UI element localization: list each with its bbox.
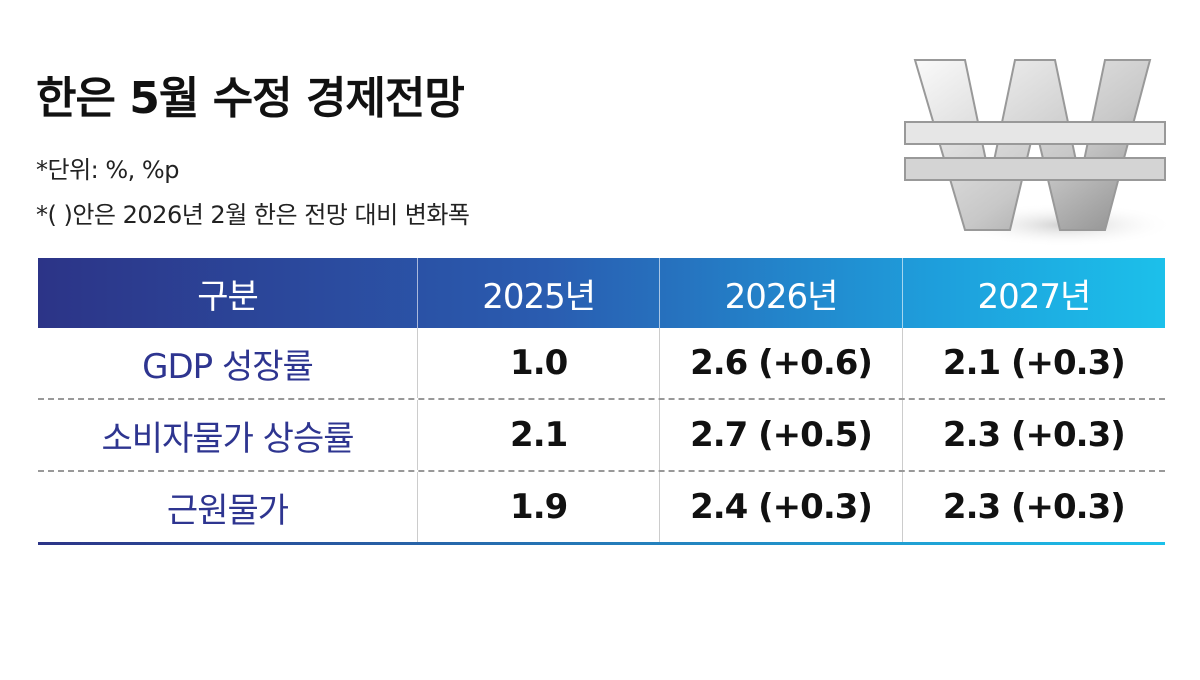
table-cell: 2.3 (+0.3): [901, 472, 1165, 542]
header-row: 구분 2025년 2026년 2027년: [38, 258, 1165, 328]
table-body: GDP 성장률 1.0 2.6 (+0.6) 2.1 (+0.3) 소비자물가 상승률 2…: [38, 328, 1165, 542]
table-cell: 2.4 (+0.3): [659, 472, 901, 542]
column-header: 2026년: [659, 258, 901, 328]
row-label: 소비자물가 상승률: [101, 418, 354, 459]
unit-note: *단위: %, %p: [36, 156, 179, 184]
table-cell: 1.9: [416, 472, 659, 542]
column-header: 2027년: [901, 258, 1165, 328]
table-cell: 2.1 (+0.3): [901, 328, 1165, 398]
title: 한은 5월 수정 경제전망: [36, 73, 465, 124]
won-icon: [904, 59, 1175, 247]
table-cell: 2.7 (+0.5): [659, 400, 901, 470]
column-header: 2025년: [416, 258, 659, 328]
table-row: GDP 성장률 1.0 2.6 (+0.6) 2.1 (+0.3): [38, 328, 1165, 400]
table: 구분 2025년 2026년 2027년 GDP 성장률 1.0 2.6 (+0.6) 2.…: [38, 258, 1165, 545]
row-label: 근원물가: [166, 490, 289, 531]
row-label: GDP 성장률: [142, 346, 314, 387]
bottom-rule: [38, 542, 1165, 545]
change-note: *( )안은 2026년 2월 한은 전망 대비 변화폭: [36, 201, 470, 229]
table-cell: 1.0: [416, 328, 659, 398]
table-row: 근원물가 1.9 2.4 (+0.3) 2.3 (+0.3): [38, 472, 1165, 542]
table-cell: 2.1: [416, 400, 659, 470]
table-cell: 2.6 (+0.6): [659, 328, 901, 398]
table-row: 소비자물가 상승률 2.1 2.7 (+0.5) 2.3 (+0.3): [38, 400, 1165, 472]
table-cell: 2.3 (+0.3): [901, 400, 1165, 470]
column-header: 구분: [197, 276, 259, 317]
